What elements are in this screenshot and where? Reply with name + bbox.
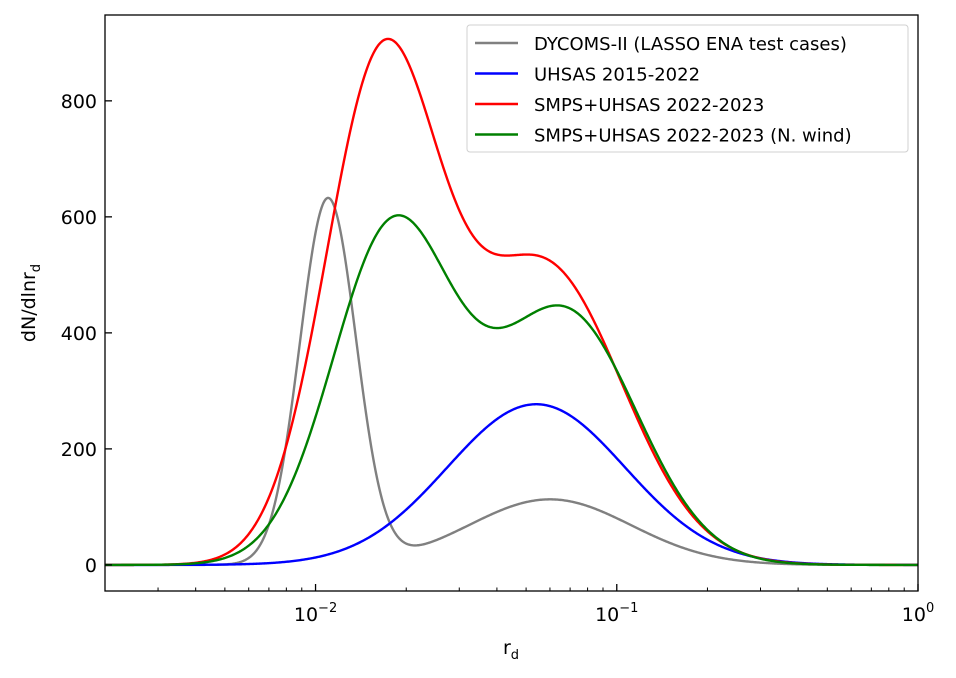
axis-ticks: 10−2 10−1 100 0 200 400 600 800 <box>61 91 935 626</box>
y-tick-label: 400 <box>61 323 97 345</box>
x-tick-label: 10−1 <box>595 601 638 626</box>
legend-label: DYCOMS-II (LASSO ENA test cases) <box>534 34 847 55</box>
y-tick-label: 800 <box>61 91 97 113</box>
plot-frame <box>104 14 919 592</box>
x-tick-label: 100 <box>902 601 934 626</box>
series-line-0 <box>105 196 919 567</box>
series-line-3 <box>105 214 918 567</box>
x-axis-label: rd <box>503 637 519 663</box>
y-tick-label: 600 <box>61 207 97 229</box>
legend-label: UHSAS 2015-2022 <box>534 65 700 86</box>
series-lines <box>105 37 919 567</box>
legend-label: SMPS+UHSAS 2022-2023 <box>534 95 764 116</box>
legend-label: SMPS+UHSAS 2022-2023 (N. wind) <box>534 126 852 147</box>
y-axis-label: dN/dlnrd <box>18 264 44 342</box>
x-tick-label: 10−2 <box>294 601 337 626</box>
legend: DYCOMS-II (LASSO ENA test cases) UHSAS 20… <box>466 24 909 153</box>
legend-box <box>466 24 909 153</box>
y-tick-label: 0 <box>85 555 97 577</box>
series-line-1 <box>105 403 918 567</box>
y-tick-label: 200 <box>61 439 97 461</box>
